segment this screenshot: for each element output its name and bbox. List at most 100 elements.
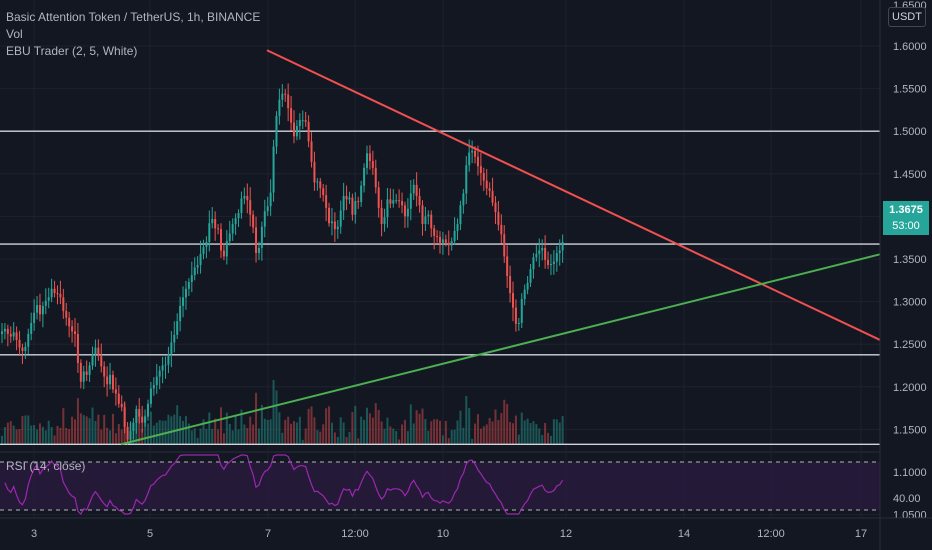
candle-body [240,198,243,213]
candle-body [517,322,520,324]
candle-body [9,333,12,337]
volume-bar [479,428,482,445]
candle-body [27,333,30,347]
volume-bar [65,427,68,445]
support-trendline [120,253,881,446]
currency-selector[interactable]: USDT [888,7,926,27]
volume-bar [459,410,462,445]
candle-body [441,239,444,243]
candle-body [500,224,503,235]
price-tick-label: 1.5000 [893,126,927,138]
volume-bar [450,430,453,445]
volume-bar [225,412,228,445]
volume-bar [111,413,114,445]
indicator-label[interactable]: EBU Trader (2, 5, White) [6,44,138,58]
symbol-title[interactable]: Basic Attention Token / TetherUS, 1h, BI… [6,10,261,24]
time-tick-label: 7 [265,528,271,540]
volume-bar [263,418,266,445]
volume-bar [433,419,436,445]
candle-body [424,216,427,225]
candle-body [187,282,190,289]
time-axis[interactable]: 3 5 7 12:00 10 12 14 12:00 17 [0,517,932,540]
volume-bar [59,427,62,445]
candle-body [243,195,246,199]
volume-label[interactable]: Vol [6,27,23,41]
volume-bar [339,417,342,445]
rsi-tick-label: 40.00 [893,493,921,505]
volume-bar [392,428,395,445]
volume-bar [430,421,433,445]
candle-body [345,195,348,200]
volume-bar [193,428,196,445]
candle-body [453,230,456,242]
volume-bar [287,416,290,445]
candle-body [333,221,336,230]
price-tick-label: 1.2000 [893,382,927,394]
candle-body [129,431,132,440]
volume-bar [141,428,144,445]
volume-bar [120,429,123,445]
volume-bar [529,423,532,445]
candle-body [149,388,152,404]
volume-bar [468,408,471,445]
volume-bar [293,421,295,445]
candlesticks [1,83,564,445]
volume-bar [6,422,9,445]
candle-body [552,261,555,265]
candle-body [395,200,398,202]
volume-bar [462,427,465,445]
volume-bar [1,435,3,445]
candle-body [85,371,88,375]
candle-body [459,205,462,225]
candle-body [403,205,406,217]
volume-bar [97,414,100,445]
candle-body [366,153,368,168]
candle-body [76,333,79,363]
candle-body [217,228,220,230]
volume-bar [325,408,328,445]
candle-body [141,416,144,423]
candle-body [228,233,231,242]
candle-body [222,250,225,257]
rsi-label[interactable]: RSI (14, close) [6,459,86,473]
candle-body [208,223,211,242]
volume-bar [255,392,258,445]
candle-body [506,256,509,277]
candle-body [106,376,109,385]
volume-bar [386,417,389,445]
candle-body [348,197,351,200]
volume-bar [295,422,298,445]
candle-body [398,200,401,202]
volume-bar [512,423,514,445]
volume-bar [68,429,71,445]
candle-body [462,193,465,206]
volume-bar [56,425,59,445]
last-price-tag: 1.3675 53:00 [883,201,929,235]
candle-body [82,371,85,382]
time-tick-label: 3 [31,528,37,540]
volume-bar [535,424,538,445]
candle-body [523,289,526,300]
volume-bar [173,414,176,445]
price-tick-label: 1.1500 [893,424,927,436]
candle-body [538,250,541,254]
candle-body [287,94,290,109]
volume-bar [401,424,404,445]
volume-bar [488,418,491,445]
volume-bar [91,407,94,445]
candle-body [485,180,488,189]
candle-body [339,210,342,227]
candle-body [155,376,158,386]
candle-body [290,108,293,123]
volume-bar [71,416,74,445]
candle-body [237,212,240,219]
volume-bar [333,432,336,445]
volume-bar [380,421,383,445]
candle-body [33,312,36,323]
volume-bar [109,430,112,445]
volume-bar [368,413,371,445]
volume-bar [514,415,517,445]
volume-bar [24,415,27,445]
price-axis[interactable]: 1.60001.55001.50001.45001.40001.35001.30… [879,0,932,550]
